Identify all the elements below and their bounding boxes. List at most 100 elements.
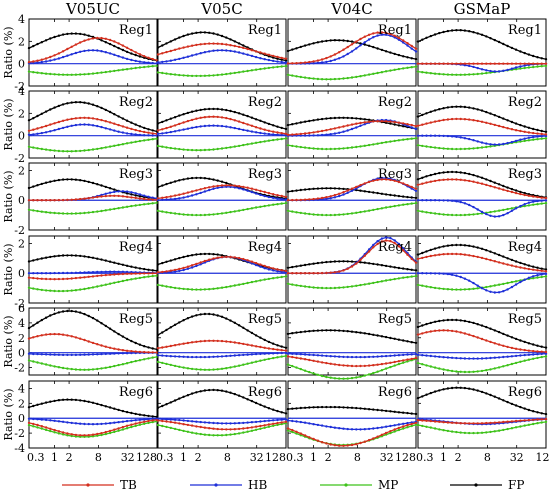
data-point bbox=[532, 127, 535, 131]
data-point bbox=[104, 422, 108, 425]
data-point bbox=[299, 211, 302, 215]
data-point bbox=[267, 139, 271, 142]
data-point bbox=[91, 316, 95, 320]
data-point bbox=[476, 32, 479, 35]
data-point bbox=[203, 51, 207, 54]
data-point bbox=[363, 74, 366, 77]
data-point bbox=[510, 427, 514, 430]
data-point bbox=[229, 433, 232, 436]
data-point bbox=[425, 181, 428, 184]
data-point bbox=[346, 76, 349, 80]
data-point bbox=[442, 287, 445, 291]
data-point bbox=[397, 426, 401, 430]
data-point bbox=[36, 321, 39, 324]
data-point bbox=[333, 193, 337, 197]
data-point bbox=[165, 328, 168, 332]
data-point bbox=[233, 210, 236, 213]
data-point bbox=[79, 197, 82, 201]
data-point bbox=[325, 133, 328, 136]
data-point bbox=[242, 143, 245, 147]
data-point bbox=[489, 356, 492, 360]
data-point bbox=[320, 354, 324, 357]
data-point bbox=[532, 422, 535, 426]
data-point bbox=[280, 349, 283, 352]
data-point bbox=[190, 424, 194, 427]
data-point bbox=[117, 270, 120, 273]
data-point bbox=[355, 262, 358, 265]
data-point bbox=[32, 352, 35, 356]
data-point bbox=[493, 70, 496, 73]
data-point bbox=[108, 260, 112, 263]
data-point bbox=[384, 141, 388, 144]
data-point bbox=[308, 43, 311, 46]
data-point bbox=[308, 77, 311, 80]
data-point bbox=[53, 106, 56, 109]
data-point bbox=[438, 329, 441, 332]
data-point bbox=[414, 57, 418, 61]
data-point bbox=[286, 272, 290, 275]
data-point bbox=[514, 62, 518, 65]
series-markers-tb bbox=[286, 355, 418, 368]
data-point bbox=[250, 142, 254, 145]
data-point bbox=[104, 37, 108, 40]
data-point bbox=[27, 145, 31, 148]
series-markers-hb bbox=[156, 124, 288, 137]
data-point bbox=[199, 340, 202, 343]
data-point bbox=[182, 423, 185, 426]
data-point bbox=[291, 407, 294, 410]
data-point bbox=[468, 179, 471, 183]
data-point bbox=[108, 273, 112, 276]
data-point bbox=[100, 71, 103, 74]
data-point bbox=[40, 210, 43, 213]
data-point bbox=[216, 73, 219, 77]
data-point bbox=[333, 147, 337, 151]
data-point bbox=[57, 127, 61, 131]
data-point bbox=[429, 199, 432, 202]
data-point bbox=[536, 138, 539, 141]
data-point bbox=[100, 322, 103, 325]
data-point bbox=[100, 39, 103, 42]
series-markers-hb bbox=[156, 351, 288, 359]
data-point bbox=[333, 213, 337, 217]
data-point bbox=[161, 184, 164, 187]
data-point bbox=[74, 310, 78, 313]
data-point bbox=[237, 144, 241, 148]
data-point bbox=[143, 126, 146, 130]
data-point bbox=[165, 50, 168, 54]
data-point bbox=[276, 138, 279, 141]
data-point bbox=[519, 123, 522, 127]
data-point bbox=[130, 272, 133, 275]
data-point bbox=[320, 213, 324, 217]
data-point bbox=[410, 137, 413, 140]
series-markers-fp bbox=[27, 101, 159, 133]
data-point bbox=[220, 116, 224, 119]
data-point bbox=[397, 53, 401, 57]
data-point bbox=[49, 364, 52, 367]
data-point bbox=[372, 208, 375, 212]
data-point bbox=[363, 210, 366, 213]
data-point bbox=[53, 149, 56, 152]
column-title-gsmap: GSMaP bbox=[454, 0, 511, 18]
data-point bbox=[49, 333, 52, 336]
data-point bbox=[96, 343, 99, 346]
data-point bbox=[367, 73, 371, 76]
data-point bbox=[259, 127, 262, 130]
series-markers-tb bbox=[156, 419, 288, 431]
data-point bbox=[263, 338, 266, 342]
data-point bbox=[338, 329, 341, 332]
data-point bbox=[91, 181, 95, 185]
data-point bbox=[272, 408, 275, 411]
region-label: Reg2 bbox=[508, 95, 542, 110]
data-point bbox=[446, 170, 450, 174]
data-point bbox=[147, 198, 150, 201]
data-point bbox=[414, 269, 418, 272]
data-point bbox=[338, 260, 341, 263]
data-point bbox=[485, 212, 488, 216]
data-point bbox=[489, 145, 492, 148]
data-point bbox=[138, 125, 142, 128]
data-point bbox=[489, 250, 492, 253]
data-point bbox=[121, 363, 125, 366]
data-point bbox=[263, 132, 266, 135]
data-point bbox=[320, 147, 324, 151]
data-point bbox=[212, 107, 215, 111]
